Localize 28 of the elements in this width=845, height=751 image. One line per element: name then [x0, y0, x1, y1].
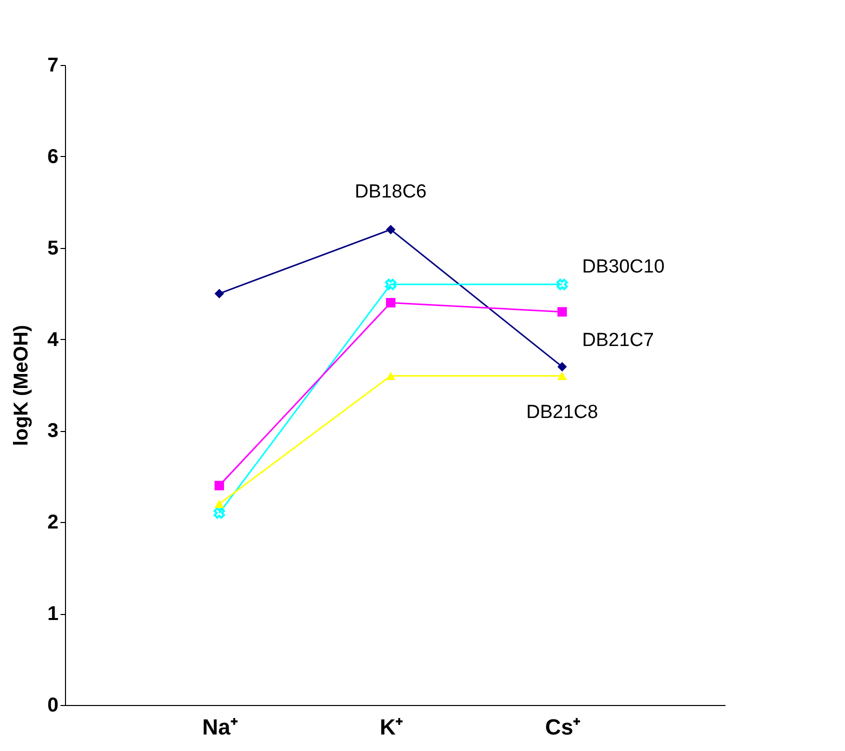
point [557, 362, 567, 372]
y-tick-label: 2 [47, 512, 58, 534]
y-tick-label: 5 [47, 237, 58, 260]
point [214, 480, 224, 490]
y-axis-title: logK (MeOH) [10, 324, 32, 446]
y-tick-label: 0 [47, 694, 58, 716]
point [556, 278, 568, 290]
series-label: DB18C6 [354, 182, 427, 203]
series-label: DB30C10 [582, 256, 665, 278]
point [557, 372, 567, 380]
point [386, 298, 396, 308]
y-tick-label: 4 [47, 328, 60, 351]
point [557, 307, 567, 317]
point [214, 507, 225, 519]
y-tick-label: 1 [47, 603, 58, 626]
point [386, 372, 396, 380]
y-tick-label: 6 [47, 146, 58, 168]
point [214, 288, 224, 298]
series-label: DB21C7 [582, 330, 654, 351]
x-tick-label: K⁺ [380, 714, 404, 740]
x-tick-label: Na⁺ [202, 714, 238, 740]
point [385, 278, 396, 290]
series-label: DB21C8 [526, 402, 598, 423]
point [214, 500, 224, 508]
point [386, 224, 396, 234]
y-tick-label: 7 [47, 54, 58, 76]
y-tick-label: 3 [47, 420, 58, 442]
x-tick-label: Cs⁺ [545, 714, 582, 740]
